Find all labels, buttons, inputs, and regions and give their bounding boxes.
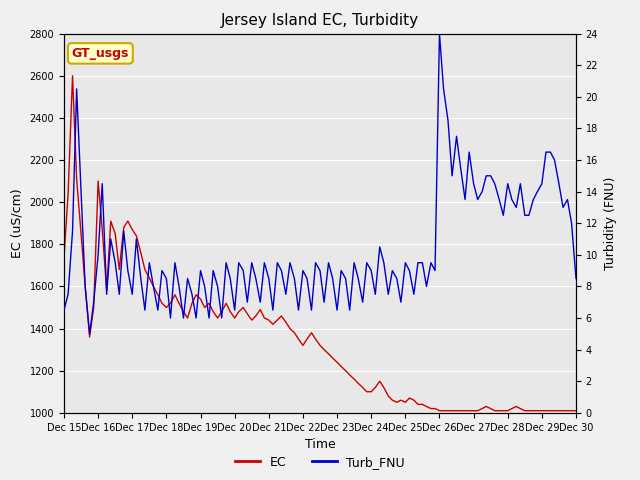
Y-axis label: Turbidity (FNU): Turbidity (FNU) <box>604 177 617 270</box>
Title: Jersey Island EC, Turbidity: Jersey Island EC, Turbidity <box>221 13 419 28</box>
Y-axis label: EC (uS/cm): EC (uS/cm) <box>11 188 24 258</box>
Legend: EC, Turb_FNU: EC, Turb_FNU <box>230 451 410 474</box>
X-axis label: Time: Time <box>305 438 335 451</box>
Text: GT_usgs: GT_usgs <box>72 47 129 60</box>
